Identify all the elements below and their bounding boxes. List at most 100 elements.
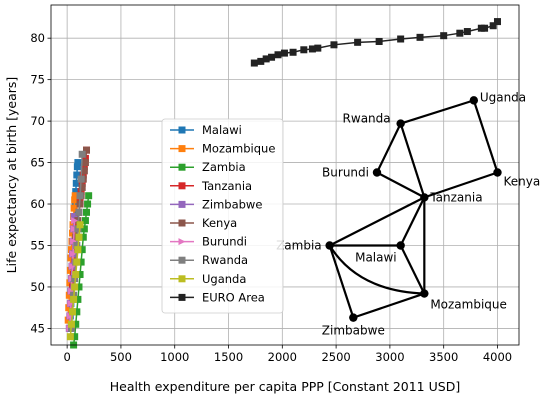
legend-marker <box>178 145 186 153</box>
data-point <box>73 258 81 266</box>
legend-item-euro-area: EURO Area <box>170 290 265 304</box>
data-point <box>69 250 77 258</box>
x-tick-label: 2000 <box>268 350 297 364</box>
data-point <box>77 258 85 266</box>
data-point <box>71 217 79 225</box>
data-point <box>262 55 270 63</box>
x-tick-label: 1500 <box>214 350 243 364</box>
data-point <box>493 18 501 26</box>
data-point <box>76 221 84 229</box>
node-label-zimbabwe: Zimbabwe <box>322 324 385 338</box>
data-point <box>280 49 288 57</box>
legend-item-burundi: Burundi <box>170 235 247 249</box>
data-point <box>83 208 91 216</box>
data-point <box>67 254 75 262</box>
data-point <box>397 35 405 43</box>
network-layer: Uganda Rwanda Kenya Burundi Tanzania Zambia Ma… <box>276 90 540 337</box>
legend-marker <box>178 200 186 208</box>
data-point <box>308 45 316 53</box>
network-node <box>372 168 382 177</box>
data-point <box>79 233 87 241</box>
legend-item-mozambique: Mozambique <box>170 142 275 156</box>
legend-item-tanzania: Tanzania <box>170 179 252 193</box>
data-point <box>314 44 322 52</box>
data-point <box>71 333 79 341</box>
legend-marker <box>178 238 186 246</box>
data-point <box>354 38 362 46</box>
node-label-tanzania: Tanzania <box>429 190 482 204</box>
data-point <box>274 51 282 59</box>
legend-label: Zambia <box>202 160 246 174</box>
data-point <box>71 283 79 291</box>
node-label-uganda: Uganda <box>480 90 526 104</box>
data-point <box>66 333 74 341</box>
data-point <box>75 208 83 216</box>
legend-label: Malawi <box>202 123 242 137</box>
network-curved-edge <box>328 244 425 295</box>
legend-label: Mozambique <box>202 142 275 156</box>
series-uganda <box>66 221 84 341</box>
data-point <box>300 46 308 54</box>
legend-marker <box>178 126 186 134</box>
x-tick-label: 2500 <box>321 350 350 364</box>
data-point <box>85 192 93 200</box>
legend-marker <box>178 275 186 283</box>
data-point <box>66 266 74 274</box>
data-point <box>70 204 78 212</box>
series-burundi <box>66 217 79 332</box>
data-point <box>66 279 74 287</box>
node-label-zambia: Zambia <box>276 238 322 252</box>
data-point <box>64 316 72 324</box>
data-point <box>80 167 88 175</box>
node-label-rwanda: Rwanda <box>343 112 391 126</box>
network-edge <box>399 123 426 198</box>
x-axis-label: Health expenditure per capita PPP [Const… <box>110 379 460 394</box>
network-node <box>469 96 479 105</box>
legend-marker <box>178 293 186 301</box>
legend-item-kenya: Kenya <box>170 216 237 230</box>
data-point <box>65 291 73 299</box>
legend-label: Uganda <box>202 272 246 286</box>
node-label-mozambique: Mozambique <box>430 298 507 312</box>
y-tick-label: 45 <box>30 321 45 335</box>
network-node <box>396 241 405 250</box>
y-tick-label: 70 <box>30 114 45 128</box>
network-node <box>349 313 358 322</box>
legend-item-zambia: Zambia <box>170 160 246 174</box>
data-point <box>69 262 77 270</box>
network-node <box>325 241 334 250</box>
legend-label: Zimbabwe <box>202 197 262 211</box>
y-axis-label: Life expectancy at birth [years] <box>4 77 19 274</box>
network-edge <box>472 100 499 173</box>
network-node <box>396 119 405 128</box>
data-point <box>76 192 84 200</box>
data-point <box>69 229 77 237</box>
network-node <box>420 193 429 202</box>
data-point <box>84 200 92 208</box>
x-tick-label: 4000 <box>483 350 512 364</box>
data-point <box>250 59 258 67</box>
data-point <box>81 159 89 167</box>
legend-label: Tanzania <box>201 179 252 193</box>
data-point <box>375 37 383 45</box>
y-tick-label: 75 <box>30 73 45 87</box>
legend-marker <box>178 219 186 227</box>
data-point <box>70 237 78 245</box>
data-point <box>71 200 79 208</box>
data-point <box>81 217 89 225</box>
data-point <box>72 179 80 187</box>
network-node <box>420 289 429 298</box>
data-point <box>71 192 79 200</box>
data-point <box>77 175 85 183</box>
legend-item-rwanda: Rwanda <box>170 253 248 267</box>
x-tick-label: 500 <box>110 350 132 364</box>
data-point <box>65 304 73 312</box>
data-point <box>74 159 82 167</box>
data-point <box>78 150 86 158</box>
data-point <box>66 312 74 320</box>
data-point <box>257 57 265 65</box>
x-tick-label: 1000 <box>160 350 189 364</box>
series-euro-area <box>250 18 501 67</box>
data-point <box>78 183 86 191</box>
data-point <box>67 246 75 254</box>
